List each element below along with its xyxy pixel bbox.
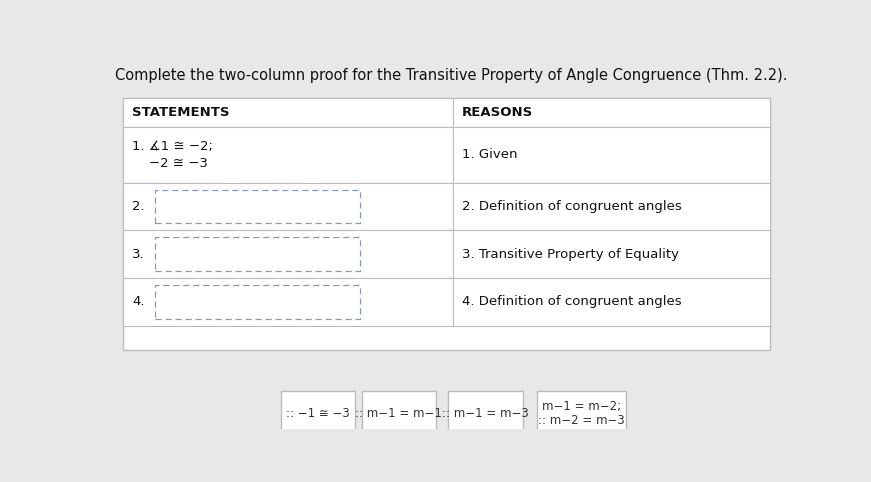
Bar [123,98,770,350]
Text: :: m−1 = m−1: :: m−1 = m−1 [355,407,442,420]
Text: STATEMENTS: STATEMENTS [132,106,230,119]
Text: Complete the two-column proof for the Transitive Property of Angle Congruence (T: Complete the two-column proof for the Tr… [115,68,787,83]
Text: :: m−1 = m−3: :: m−1 = m−3 [442,407,529,420]
Bar [453,278,770,326]
Bar [453,230,770,278]
Bar [281,391,355,436]
Text: −2 ≅ −3: −2 ≅ −3 [132,157,208,170]
Bar [123,127,453,183]
Bar [453,98,770,127]
Bar [123,183,453,230]
Bar [361,391,436,436]
Text: :: −1 ≅ −3: :: −1 ≅ −3 [287,407,350,420]
Bar [123,98,453,127]
Text: :: m−2 = m−3: :: m−2 = m−3 [538,415,625,428]
Text: 2.: 2. [132,200,145,213]
Text: 4. Definition of congruent angles: 4. Definition of congruent angles [463,295,682,308]
Text: REASONS: REASONS [463,106,533,119]
Text: 1. ∡1 ≅ −2;: 1. ∡1 ≅ −2; [132,140,213,153]
Bar [453,127,770,183]
Text: 1. Given: 1. Given [463,148,517,161]
Text: 3.: 3. [132,248,145,261]
Bar [453,183,770,230]
Bar [537,391,625,436]
Text: 3. Transitive Property of Equality: 3. Transitive Property of Equality [463,248,679,261]
Text: 2. Definition of congruent angles: 2. Definition of congruent angles [463,200,682,213]
Text: m−1 = m−2;: m−1 = m−2; [542,400,621,413]
Text: 4.: 4. [132,295,145,308]
Bar [123,230,453,278]
Bar [123,278,453,326]
Bar [449,391,523,436]
